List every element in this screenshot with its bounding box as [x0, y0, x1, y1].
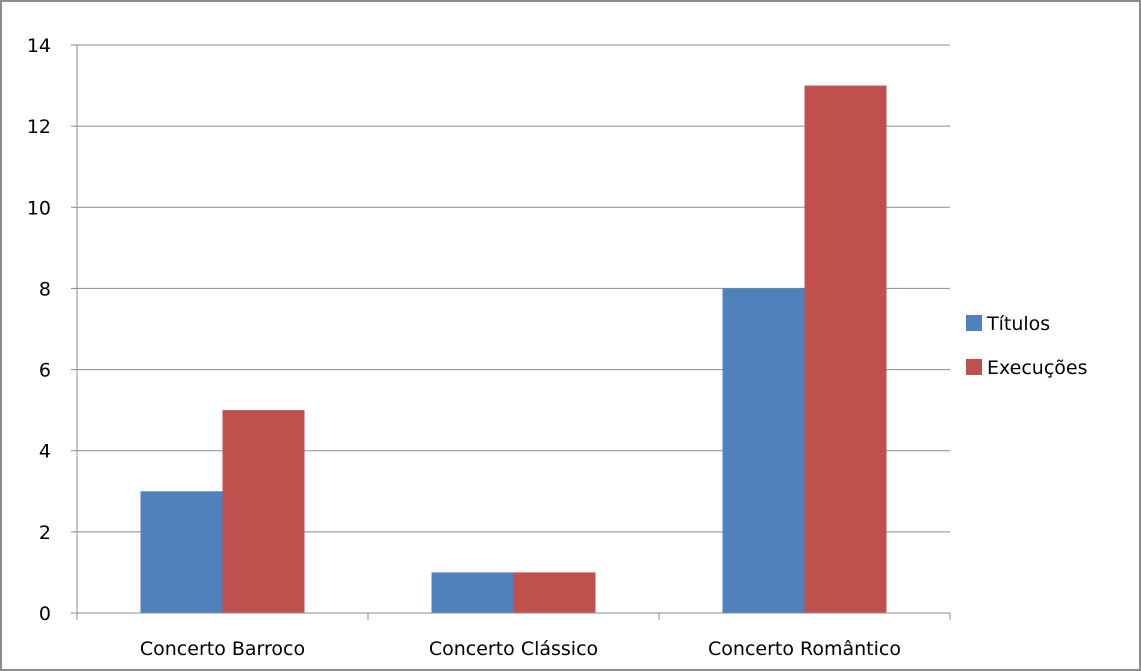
legend-swatch [966, 315, 982, 331]
legend-label: Títulos [986, 313, 1050, 335]
legend: Títulos Execuções [966, 313, 1088, 379]
y-tick-label: 2 [39, 522, 51, 544]
y-tick-label: 6 [39, 360, 51, 382]
x-category-label: Concerto Romântico [708, 638, 901, 660]
bar [513, 572, 596, 613]
y-tick-labels: 0 2 4 6 8 10 12 14 [27, 35, 51, 625]
y-tick-label: 8 [39, 278, 51, 300]
bars [140, 85, 887, 614]
y-tick-label: 4 [39, 441, 51, 463]
legend-label: Execuções [987, 357, 1088, 379]
x-category-labels: Concerto Barroco Concerto Clássico Concert… [140, 638, 901, 660]
bar [804, 85, 887, 614]
x-category-label: Concerto Clássico [429, 638, 598, 660]
y-tick-label: 0 [39, 603, 51, 625]
y-tick-label: 10 [27, 197, 51, 219]
x-category-label: Concerto Barroco [140, 638, 305, 660]
bar [222, 410, 305, 613]
axes [71, 44, 951, 620]
y-tick-label: 14 [27, 35, 51, 57]
bar [140, 491, 223, 613]
y-tick-label: 12 [27, 116, 51, 138]
bar [722, 288, 805, 613]
legend-swatch [966, 359, 982, 375]
bar [431, 572, 514, 613]
